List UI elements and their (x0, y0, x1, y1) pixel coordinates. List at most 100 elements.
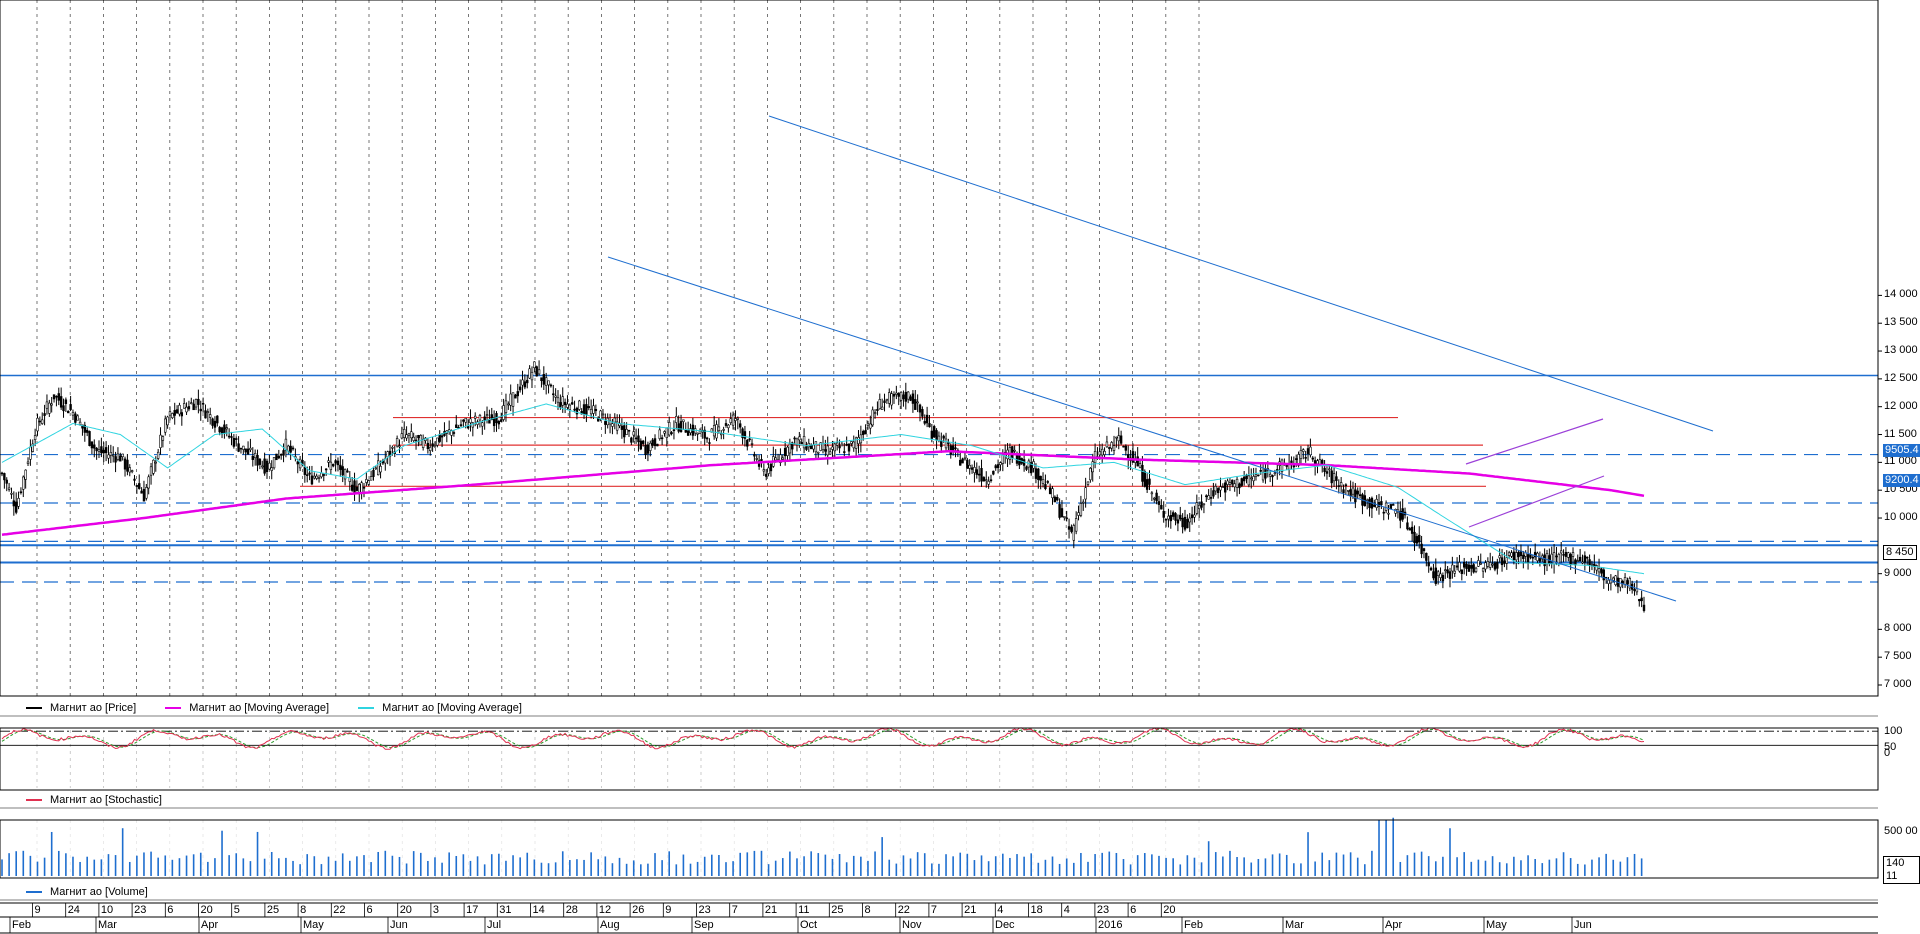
date-day-label: 20 (200, 904, 213, 916)
candle-body (372, 469, 375, 477)
candle-body (265, 460, 269, 472)
volume-bar (171, 859, 174, 876)
candle-body (235, 438, 238, 440)
legend-volume-label: Магнит ао [Volume] (50, 886, 148, 898)
candle-body (119, 455, 122, 462)
volume-bar (1491, 856, 1494, 876)
volume-bar (1044, 859, 1047, 876)
volume-bar (441, 862, 443, 876)
candle-body (649, 442, 652, 451)
date-day-label: 25 (266, 904, 280, 916)
candle-body (559, 402, 562, 408)
volume-bar (1285, 854, 1288, 876)
volume-bar (1548, 859, 1551, 876)
candle-body (1098, 451, 1102, 456)
candle-body (1505, 557, 1508, 564)
candle-body (1354, 489, 1357, 503)
candle-body (1588, 559, 1591, 565)
candle-body (798, 436, 801, 441)
candle-body (78, 421, 82, 425)
candle-body (847, 443, 851, 452)
stoch-tick-50: 50 (1884, 741, 1897, 753)
candle-body (980, 468, 983, 482)
candle-body (769, 463, 773, 472)
candle-body (1207, 495, 1210, 500)
candle-body (850, 441, 853, 444)
candle-body (1543, 554, 1546, 567)
candle-body (985, 479, 988, 482)
candle-body (379, 466, 382, 473)
date-day-label: 24 (67, 904, 80, 916)
volume-bar (313, 856, 316, 876)
date-day-label: 6 (1130, 904, 1137, 916)
candle-body (492, 417, 496, 427)
candle-body (187, 406, 191, 410)
volume-bar (1364, 864, 1366, 876)
volume-bar (838, 854, 841, 876)
candle-body (287, 445, 290, 452)
candle-body (1091, 461, 1094, 473)
candle-body (824, 449, 827, 452)
candle-body (1247, 475, 1251, 486)
price-badge-last: 8 450 (1883, 545, 1917, 560)
candle-body (1479, 562, 1482, 565)
candle-body (1148, 478, 1151, 485)
candle-body (587, 406, 590, 409)
volume-badge-last: 140 11 (1883, 856, 1920, 884)
candle-body (1555, 555, 1558, 558)
date-month-label: Dec (995, 919, 1015, 931)
candle-body (630, 437, 633, 443)
volume-bar (1576, 863, 1579, 876)
candle-body (166, 416, 169, 426)
candle-body (921, 409, 924, 417)
volume-bar (966, 853, 969, 876)
candle-body (1420, 543, 1423, 555)
candle-body (679, 421, 683, 433)
candle-body (1039, 475, 1042, 481)
candle-body (1190, 514, 1194, 519)
volume-bar (1108, 851, 1111, 876)
volume-bar (576, 859, 578, 876)
volume-bar (1094, 854, 1096, 876)
volume-bar (412, 851, 415, 876)
candle-body (303, 466, 307, 475)
volume-bar (909, 858, 912, 876)
volume-bar (1115, 852, 1118, 876)
candle-body (320, 472, 323, 478)
candle-body (1250, 477, 1253, 480)
candle-body (573, 408, 576, 411)
candle-body (712, 425, 716, 437)
candle-body (374, 467, 378, 470)
volume-bar (1257, 859, 1260, 876)
candle-body (1559, 550, 1563, 554)
volume-bar (1626, 857, 1629, 876)
candle-body (1339, 482, 1343, 487)
legend-volume: Магнит ао [Volume] (26, 886, 174, 898)
candle-body (306, 474, 309, 476)
candle-body (862, 430, 865, 435)
candle-body (526, 379, 529, 384)
date-month-label: Mar (98, 919, 117, 931)
candle-body (1328, 468, 1331, 471)
volume-bar (1498, 862, 1501, 876)
candle-body (533, 361, 536, 369)
candle-body (1179, 514, 1182, 520)
candle-body (805, 446, 808, 450)
volume-bar (810, 851, 812, 876)
candle-body (1034, 468, 1038, 479)
candle-body (606, 417, 609, 426)
volume-bar (746, 852, 749, 876)
candle-body (1070, 526, 1073, 532)
candle-body (128, 467, 131, 473)
candle-body (1356, 490, 1359, 495)
candle-body (225, 427, 228, 430)
candle-body (511, 392, 515, 407)
candle-body (1025, 466, 1028, 470)
volume-bar (228, 855, 230, 876)
volume-bar (1463, 852, 1465, 876)
candle-body (168, 411, 172, 416)
candle-body (1474, 567, 1478, 572)
candle-body (717, 426, 721, 432)
candle-body (909, 396, 912, 401)
candle-body (102, 449, 105, 454)
